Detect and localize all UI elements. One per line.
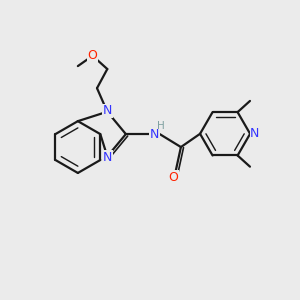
Text: N: N [103, 151, 112, 164]
Text: O: O [88, 49, 98, 62]
Text: O: O [169, 171, 178, 184]
Text: N: N [150, 128, 159, 141]
Text: H: H [157, 121, 165, 131]
Text: N: N [250, 127, 260, 140]
Text: N: N [103, 104, 112, 117]
